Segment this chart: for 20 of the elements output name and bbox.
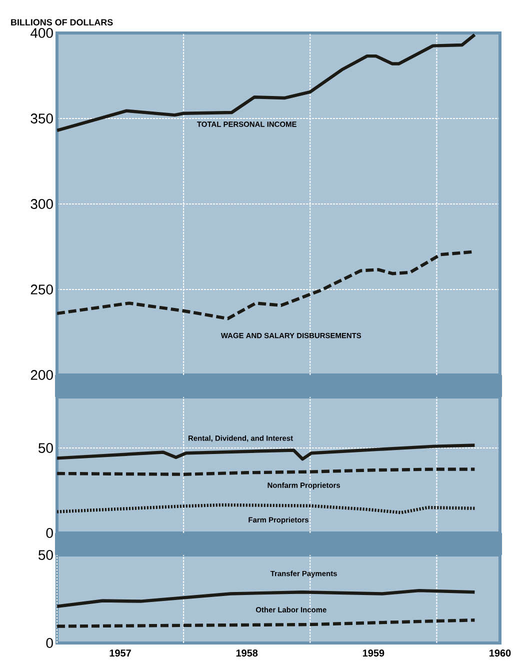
y-tick-label: 0	[46, 528, 53, 538]
x-tick-label: 1957	[110, 650, 131, 657]
line-series	[57, 250, 474, 320]
y-axis-title: BILLIONS OF DOLLARS	[11, 19, 113, 26]
line-series	[57, 618, 476, 628]
y-tick-label: 200	[30, 370, 53, 380]
line-series	[57, 503, 476, 514]
y-tick-label: 350	[30, 114, 53, 124]
y-tick-label: 250	[30, 284, 53, 294]
x-tick-label: 1959	[362, 650, 384, 657]
y-tick-label: 50	[38, 550, 53, 560]
y-tick-label: 0	[46, 638, 53, 648]
line-series	[57, 444, 476, 461]
x-tick-label: 1960	[490, 650, 511, 657]
y-tick-label: 300	[30, 199, 53, 209]
y-tick-label: 50	[38, 443, 53, 453]
y-tick-label: 400	[30, 28, 53, 38]
line-series	[57, 588, 476, 608]
line-series	[57, 33, 476, 132]
x-tick-label: 1958	[236, 650, 258, 657]
